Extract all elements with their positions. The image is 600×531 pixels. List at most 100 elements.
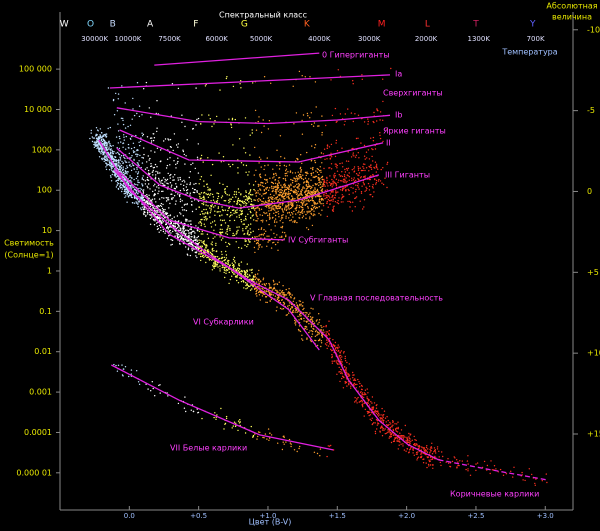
- star: [285, 294, 288, 296]
- star: [361, 78, 363, 81]
- star: [219, 219, 222, 221]
- star: [157, 211, 159, 213]
- star: [260, 227, 263, 229]
- star: [215, 244, 217, 246]
- star: [254, 251, 256, 254]
- star: [225, 254, 228, 256]
- star: [227, 209, 229, 212]
- star: [164, 181, 166, 183]
- star: [366, 396, 368, 398]
- star: [172, 149, 174, 152]
- star: [359, 167, 361, 169]
- star: [416, 459, 418, 461]
- star: [402, 437, 404, 439]
- star: [199, 197, 201, 199]
- star: [424, 453, 427, 456]
- star: [277, 190, 279, 192]
- star: [295, 193, 298, 196]
- star: [189, 236, 191, 238]
- star: [300, 169, 303, 171]
- star: [171, 239, 174, 242]
- star: [292, 221, 294, 223]
- star: [227, 227, 229, 229]
- star: [278, 168, 281, 170]
- star: [268, 213, 271, 215]
- star: [188, 232, 190, 234]
- star: [256, 236, 258, 238]
- star: [251, 207, 254, 209]
- star: [300, 171, 302, 173]
- star: [213, 220, 216, 222]
- star: [382, 415, 384, 417]
- star: [249, 269, 251, 271]
- star: [281, 291, 283, 294]
- star: [324, 189, 326, 192]
- star: [293, 220, 295, 222]
- star: [276, 290, 278, 293]
- star: [325, 333, 327, 335]
- star: [310, 307, 312, 309]
- star: [346, 372, 348, 374]
- star: [257, 431, 260, 433]
- star: [210, 222, 212, 224]
- star: [239, 203, 241, 206]
- star: [266, 235, 268, 237]
- star: [214, 412, 216, 414]
- star: [298, 188, 300, 190]
- y-tick-label: 0.001: [29, 388, 52, 397]
- star: [142, 157, 145, 159]
- star: [274, 243, 277, 246]
- star: [232, 85, 235, 88]
- star: [121, 184, 124, 187]
- star: [135, 177, 138, 180]
- star: [101, 150, 103, 152]
- star: [347, 188, 349, 191]
- star: [270, 229, 272, 231]
- star: [117, 364, 120, 366]
- star: [377, 422, 379, 424]
- star: [414, 439, 416, 441]
- star: [340, 350, 343, 352]
- star: [233, 421, 236, 423]
- star: [142, 189, 144, 191]
- star: [382, 427, 384, 430]
- star: [221, 231, 223, 234]
- star: [272, 294, 274, 296]
- star: [301, 334, 303, 336]
- star: [154, 183, 156, 185]
- star: [294, 180, 296, 182]
- star: [212, 237, 214, 240]
- star: [194, 189, 196, 191]
- star: [146, 161, 148, 163]
- star: [186, 189, 189, 191]
- star: [386, 186, 388, 189]
- star: [361, 393, 363, 395]
- star: [244, 117, 247, 119]
- star: [312, 191, 314, 194]
- star: [279, 220, 281, 222]
- star: [269, 193, 272, 196]
- star: [119, 184, 122, 187]
- star: [272, 182, 275, 185]
- star: [254, 275, 256, 278]
- star: [116, 184, 119, 186]
- star: [270, 181, 273, 183]
- star: [268, 287, 270, 290]
- star: [372, 173, 374, 176]
- star: [376, 120, 378, 122]
- star: [193, 199, 196, 201]
- luminosity-class-curve: [119, 129, 384, 163]
- star: [130, 373, 132, 375]
- star: [93, 146, 96, 148]
- star: [406, 448, 409, 450]
- star: [328, 200, 331, 202]
- star: [392, 424, 394, 426]
- star: [360, 142, 362, 144]
- star: [90, 129, 93, 132]
- star: [300, 317, 303, 320]
- star: [271, 196, 273, 198]
- star: [173, 160, 175, 162]
- star: [294, 189, 296, 191]
- star: [280, 188, 282, 191]
- star: [261, 195, 263, 197]
